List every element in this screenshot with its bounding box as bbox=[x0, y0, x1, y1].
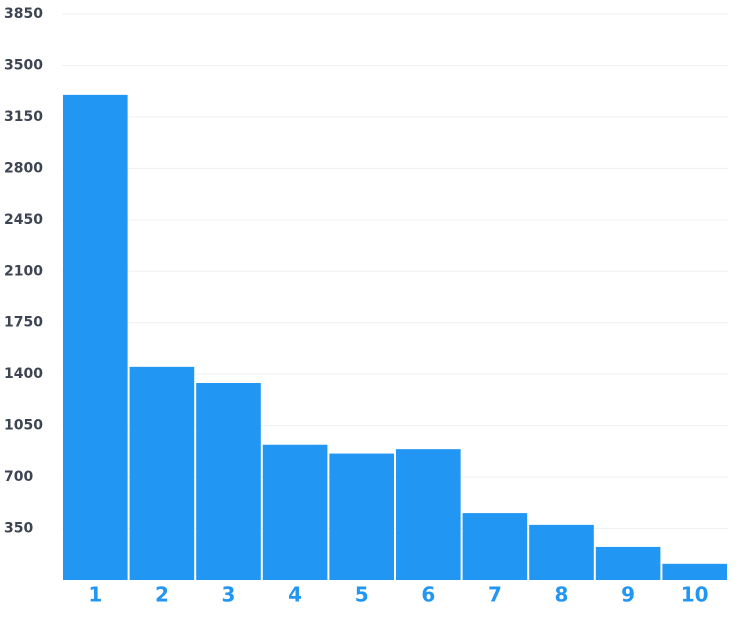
x-tick-label: 7 bbox=[488, 583, 502, 607]
x-tick-label: 1 bbox=[88, 583, 102, 607]
bar bbox=[63, 94, 128, 580]
bar bbox=[329, 453, 394, 580]
bar bbox=[662, 563, 727, 580]
y-tick-label: 700 bbox=[4, 469, 33, 485]
bar bbox=[396, 449, 461, 580]
x-tick-label: 4 bbox=[288, 583, 302, 607]
y-tick-label: 2100 bbox=[4, 263, 43, 279]
y-tick-label: 2450 bbox=[4, 212, 43, 228]
x-tick-label: 8 bbox=[555, 583, 569, 607]
x-tick-label: 3 bbox=[222, 583, 236, 607]
y-tick-label: 3150 bbox=[4, 109, 43, 125]
y-tick-label: 2800 bbox=[4, 160, 43, 176]
bar bbox=[196, 383, 261, 580]
y-tick-label: 1050 bbox=[4, 418, 43, 434]
y-tick-label: 1400 bbox=[4, 366, 43, 382]
bar bbox=[462, 513, 528, 580]
bar bbox=[129, 366, 195, 580]
bar bbox=[529, 524, 594, 580]
bar bbox=[262, 444, 328, 580]
x-tick-label: 10 bbox=[681, 583, 709, 607]
x-tick-label: 2 bbox=[155, 583, 169, 607]
x-tick-label: 5 bbox=[355, 583, 369, 607]
x-tick-label: 6 bbox=[421, 583, 435, 607]
bar bbox=[595, 546, 661, 580]
x-tick-label: 9 bbox=[621, 583, 635, 607]
y-tick-label: 350 bbox=[4, 521, 33, 537]
y-tick-label: 1750 bbox=[4, 315, 43, 331]
y-tick-label: 3850 bbox=[4, 6, 43, 22]
y-tick-label: 3500 bbox=[4, 57, 43, 73]
